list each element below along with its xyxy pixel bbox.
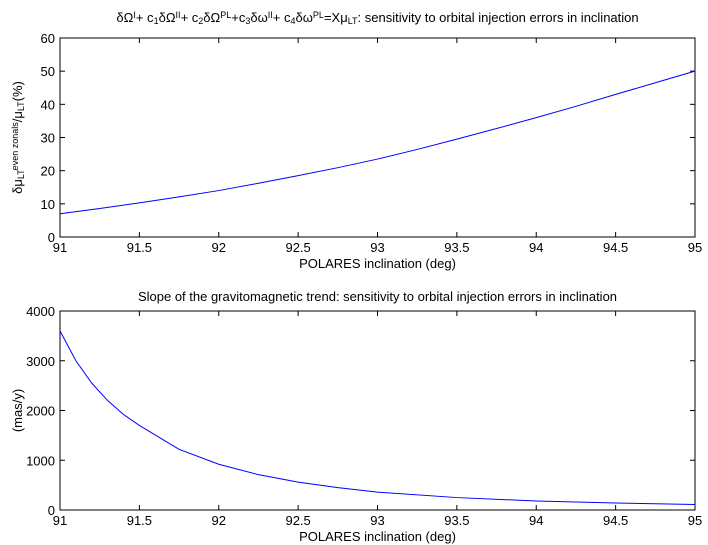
text-part: (mas/y) xyxy=(10,389,25,432)
y-tick-label: 30 xyxy=(41,131,55,146)
x-tick-label: 92 xyxy=(212,513,226,528)
x-axis-label: POLARES inclination (deg) xyxy=(299,256,456,271)
text-part: I xyxy=(133,10,136,20)
y-tick-label: 60 xyxy=(41,31,55,46)
x-tick-label: 92 xyxy=(212,240,226,255)
text-part: 2 xyxy=(198,16,203,26)
text-part: δμ xyxy=(10,179,25,194)
x-tick-label: 93 xyxy=(370,240,384,255)
text-part: 3 xyxy=(245,16,250,26)
text-part: : sensitivity to orbital injection error… xyxy=(358,10,639,25)
x-tick-label: 95 xyxy=(688,513,702,528)
y-tick-label: 0 xyxy=(48,230,55,245)
text-part: /μ xyxy=(10,111,25,122)
x-tick-label: 94.5 xyxy=(603,240,628,255)
text-part: 1 xyxy=(154,16,159,26)
x-tick-label: 94 xyxy=(529,513,543,528)
y-axis-label: (mas/y) xyxy=(10,389,25,432)
x-axis-label: POLARES inclination (deg) xyxy=(299,529,456,544)
plot-area xyxy=(59,310,696,511)
text-part: =Xμ xyxy=(324,10,348,25)
text-part: δΩ xyxy=(159,10,176,25)
chart-title: δΩI+ c1δΩII+ c2δΩPL+c3δωII+ c4δωPL=XμLT:… xyxy=(116,10,638,26)
x-tick-label: 93 xyxy=(370,513,384,528)
y-tick-label: 1000 xyxy=(26,453,55,468)
text-part: δω xyxy=(250,10,267,25)
x-tick-label: 92.5 xyxy=(285,513,310,528)
text-part: PL xyxy=(313,10,324,20)
x-tick-label: 91.5 xyxy=(127,240,152,255)
y-tick-label: 0 xyxy=(48,503,55,518)
x-tick-label: 93.5 xyxy=(444,240,469,255)
x-tick-label: 95 xyxy=(688,240,702,255)
chart-title: Slope of the gravitomagnetic trend: sens… xyxy=(138,289,617,304)
text-part: + c xyxy=(136,10,154,25)
text-part: +c xyxy=(231,10,246,25)
y-tick-label: 3000 xyxy=(26,354,55,369)
line xyxy=(59,70,696,215)
text-part: even zonals xyxy=(10,122,20,171)
y-tick-label: 10 xyxy=(41,197,55,212)
line xyxy=(59,330,696,506)
text-part: + c xyxy=(273,10,291,25)
y-tick-label: 40 xyxy=(41,97,55,112)
x-tick-label: 94.5 xyxy=(603,513,628,528)
y-tick-label: 50 xyxy=(41,64,55,79)
text-part: (%) xyxy=(10,81,25,101)
x-tick-label: 91.5 xyxy=(127,513,152,528)
text-part: LT xyxy=(348,16,358,26)
text-part: δΩ xyxy=(116,10,133,25)
text-part: PL xyxy=(220,10,231,20)
x-tick-label: 94 xyxy=(529,240,543,255)
y-tick-label: 20 xyxy=(41,164,55,179)
y-tick-label: 2000 xyxy=(26,404,55,419)
x-tick-label: 91 xyxy=(53,240,67,255)
x-tick-label: 91 xyxy=(53,513,67,528)
text-part: 4 xyxy=(291,16,296,26)
text-part: LT xyxy=(16,169,26,179)
text-part: + c xyxy=(181,10,199,25)
text-part: II xyxy=(176,10,181,20)
text-part: Slope of the gravitomagnetic trend: sens… xyxy=(138,289,617,304)
text-part: δΩ xyxy=(203,10,220,25)
x-tick-label: 93.5 xyxy=(444,513,469,528)
plot-area xyxy=(59,37,696,238)
text-part: II xyxy=(268,10,273,20)
y-tick-label: 4000 xyxy=(26,304,55,319)
text-part: δω xyxy=(296,10,313,25)
x-tick-label: 92.5 xyxy=(285,240,310,255)
y-axis-label: δμLTeven zonals/μLT(%) xyxy=(10,81,26,194)
text-part: LT xyxy=(16,101,26,111)
